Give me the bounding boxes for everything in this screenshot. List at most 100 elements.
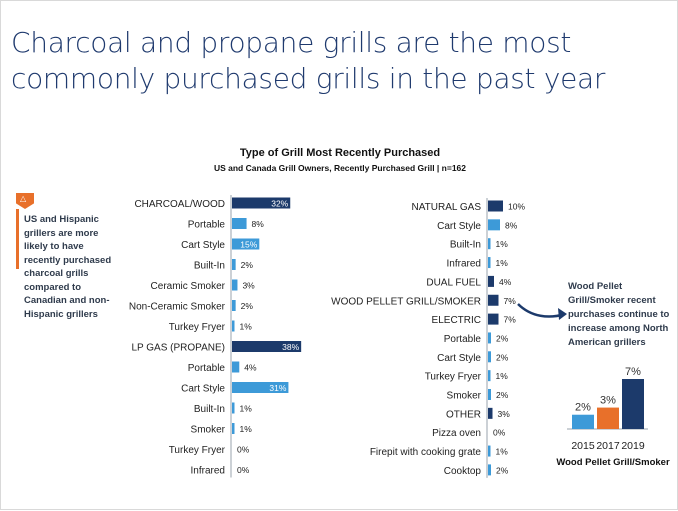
value-label: 1%: [496, 447, 509, 457]
value-label: 32%: [271, 199, 288, 209]
category-label: OTHER: [446, 409, 481, 420]
category-label: Cart Style: [437, 221, 481, 232]
callout-text: Wood Pellet Grill/Smoker recent purchase…: [568, 281, 670, 348]
mini-value-label: 2%: [575, 402, 591, 414]
arrow-head-icon: [558, 308, 567, 320]
bar: [488, 370, 491, 382]
bar: [488, 200, 503, 212]
bar: [232, 218, 247, 229]
mini-category-label: 2017: [596, 440, 620, 452]
value-label: 1%: [496, 239, 509, 249]
value-label: 2%: [496, 390, 509, 400]
bar: [488, 313, 499, 325]
value-label: 1%: [496, 258, 509, 268]
category-label: Portable: [444, 334, 482, 345]
category-label: Built-In: [450, 240, 481, 251]
category-label: Cart Style: [181, 384, 225, 395]
value-label: 10%: [508, 202, 525, 212]
value-label: 0%: [237, 465, 250, 475]
category-label: LP GAS (PROPANE): [131, 343, 225, 354]
category-label: DUAL FUEL: [426, 277, 481, 288]
mini-chart-title: Wood Pellet Grill/Smoker: [556, 457, 670, 468]
bar: [232, 279, 238, 291]
value-label: 0%: [237, 445, 250, 455]
value-label: 2%: [496, 333, 509, 343]
category-label: Cart Style: [181, 240, 225, 251]
value-label: 4%: [244, 363, 257, 373]
bar: [488, 407, 493, 419]
mini-bar: [597, 407, 619, 429]
bar: [232, 382, 289, 393]
note-text: US and Hispanic grillers are more likely…: [24, 214, 112, 320]
category-label: Portable: [188, 363, 226, 374]
bar: [488, 238, 491, 250]
category-label: Cart Style: [437, 353, 481, 364]
category-label: Turkey Fryer: [169, 445, 226, 456]
category-label: CHARCOAL/WOOD: [134, 199, 225, 210]
page-title: Charcoal and propane grills are the most…: [11, 26, 606, 95]
chart-subtitle: US and Canada Grill Owners, Recently Pur…: [213, 163, 467, 173]
category-label: Pizza oven: [432, 428, 481, 439]
mini-category-label: 2015: [571, 440, 595, 452]
value-label: 7%: [504, 296, 517, 306]
category-label: WOOD PELLET GRILL/SMOKER: [331, 296, 481, 307]
bar: [488, 464, 491, 476]
bar: [488, 275, 494, 287]
bar: [488, 294, 499, 306]
bar: [232, 259, 236, 270]
category-label: Non-Ceramic Smoker: [129, 302, 226, 313]
category-label: Turkey Fryer: [169, 322, 226, 333]
value-label: 4%: [499, 277, 512, 287]
mini-bar: [572, 414, 594, 429]
value-label: 8%: [252, 219, 265, 229]
bar: [232, 361, 240, 373]
bar: [488, 389, 491, 400]
bar: [488, 351, 491, 363]
category-label: Built-In: [194, 261, 225, 272]
category-label: Ceramic Smoker: [151, 281, 226, 292]
value-label: 38%: [282, 342, 299, 352]
bar: [232, 197, 291, 209]
value-label: 0%: [493, 428, 506, 438]
value-label: 8%: [505, 220, 518, 230]
bar: [488, 445, 491, 457]
bar: [232, 300, 236, 311]
bar: [232, 238, 260, 250]
value-label: 1%: [240, 424, 253, 434]
category-label: Infrared: [191, 466, 225, 477]
value-label: 15%: [240, 240, 257, 250]
value-label: 1%: [496, 371, 509, 381]
category-label: Smoker: [447, 391, 482, 402]
value-label: 31%: [269, 383, 286, 393]
category-label: Smoker: [191, 425, 226, 436]
category-label: Infrared: [447, 259, 481, 270]
mini-value-label: 3%: [600, 395, 616, 407]
category-label: Built-In: [194, 404, 225, 415]
value-label: 3%: [242, 281, 255, 291]
bar: [488, 332, 491, 344]
category-label: Cooktop: [444, 466, 482, 477]
value-label: 1%: [240, 322, 253, 332]
value-label: 2%: [241, 301, 254, 311]
note-accent-bar: [16, 209, 19, 269]
bar: [232, 341, 302, 352]
mini-category-label: 2019: [621, 440, 645, 452]
value-label: 1%: [240, 404, 253, 414]
value-label: 3%: [498, 409, 511, 419]
bar: [488, 257, 491, 269]
value-label: 2%: [496, 465, 509, 475]
category-label: Firepit with cooking grate: [370, 447, 482, 458]
value-label: 7%: [504, 315, 517, 325]
category-label: NATURAL GAS: [412, 202, 482, 213]
bar: [488, 219, 500, 231]
chart-title: Type of Grill Most Recently Purchased: [239, 147, 441, 159]
callout-arrow: [517, 303, 566, 318]
category-label: Turkey Fryer: [425, 372, 482, 383]
value-label: 2%: [241, 260, 254, 270]
bar: [232, 402, 235, 414]
bar: [232, 423, 235, 434]
warning-flag-icon: △: [16, 193, 34, 209]
mini-value-label: 7%: [625, 366, 641, 378]
